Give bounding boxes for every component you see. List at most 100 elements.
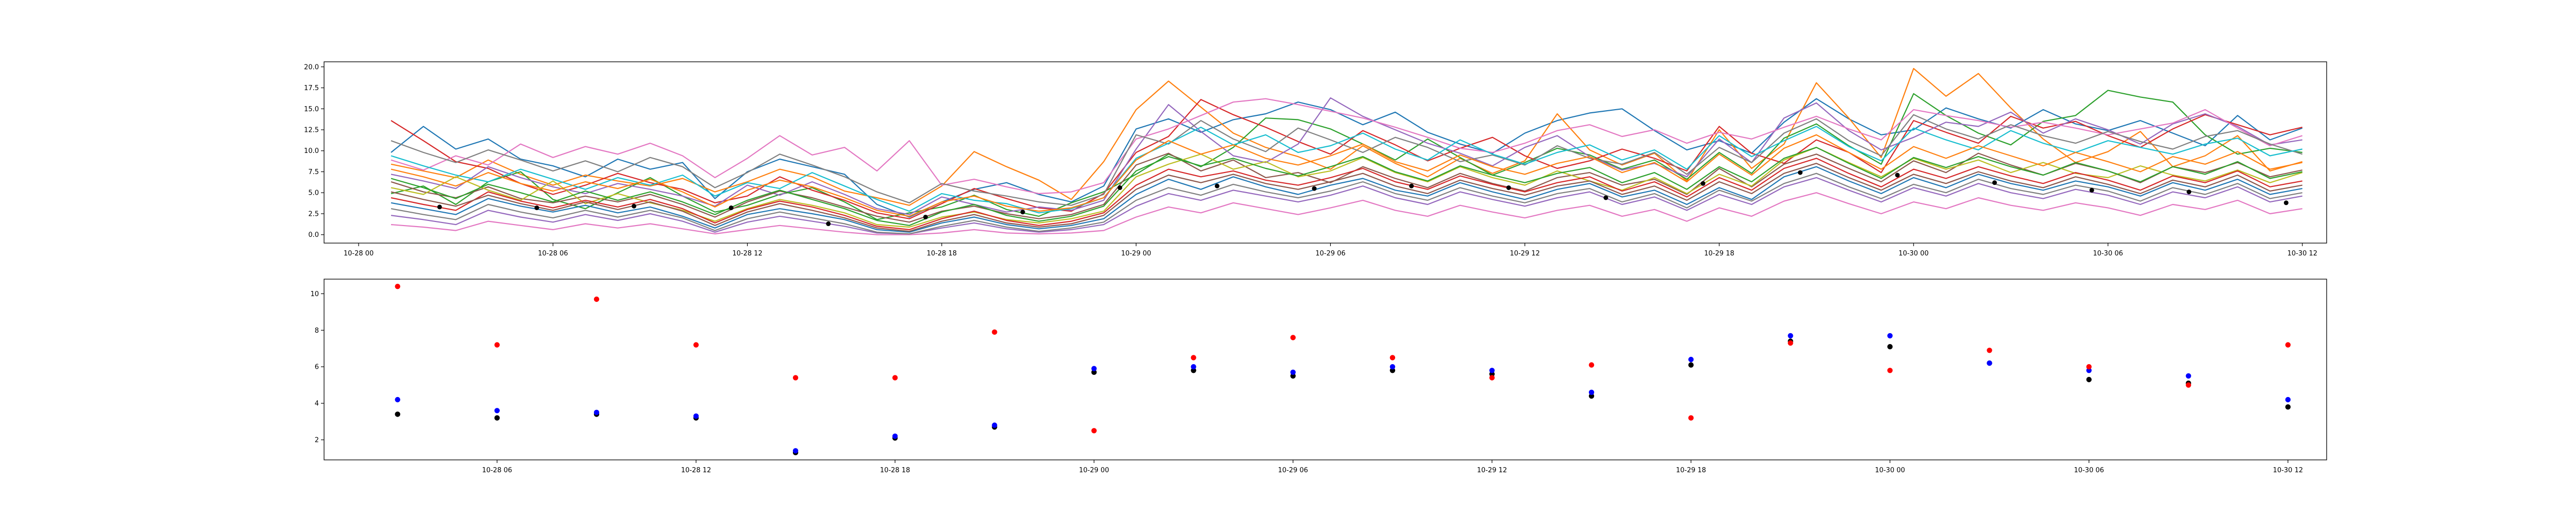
- x-tick-label: 10-28 18: [880, 467, 910, 474]
- series-line-4: [391, 99, 2303, 219]
- series-line-9: [391, 147, 2303, 228]
- blue-scatter-point: [892, 433, 898, 439]
- blue-scatter-point: [1191, 364, 1196, 370]
- red-scatter-point: [395, 283, 400, 289]
- series-line-14: [391, 158, 2302, 230]
- x-tick-label: 10-29 18: [1676, 467, 1706, 474]
- red-scatter-point: [792, 375, 799, 381]
- scatter-comparison-plot: 10-28 06 10-28 12 10-28 18 10-29 00 10-29 06…: [310, 279, 2327, 474]
- x-tick-label: 10-28 06: [538, 250, 568, 258]
- black-marker-point: [534, 205, 539, 211]
- red-scatter-point: [992, 329, 997, 335]
- x-tick-label: 10-30 12: [2273, 467, 2303, 474]
- y-axis-ticks: 0.0 2.5 5.0 7.5 10.0 12.5 15.0 17.5 20.0: [304, 63, 324, 239]
- black-marker-point: [1506, 185, 1511, 190]
- series-line-15: [391, 177, 2302, 235]
- black-marker-point: [1895, 173, 1900, 178]
- x-tick-label: 10-29 00: [1121, 250, 1151, 258]
- red-scatter-point: [1588, 362, 1595, 368]
- black-marker-point: [2283, 200, 2289, 205]
- x-tick-label: 10-29 12: [1477, 467, 1507, 474]
- x-tick-label: 10-30 00: [1899, 250, 1928, 258]
- blue-scatter-point: [693, 413, 699, 419]
- blue-scatter-point: [2185, 373, 2191, 379]
- top-axes-frame: [324, 61, 2327, 244]
- y-tick-label: 5.0: [308, 190, 319, 197]
- blue-scatter-point: [1290, 369, 1296, 375]
- red-scatter-point: [1788, 340, 1793, 346]
- y-tick-label: 2.5: [308, 210, 319, 218]
- blue-scatter-point: [1489, 368, 1495, 373]
- black-scatter-point: [1887, 344, 1893, 350]
- series-lines: [391, 67, 2303, 235]
- blue-scatter-point: [594, 409, 600, 416]
- black-marker-points: [437, 170, 2289, 227]
- red-scatter-point: [1987, 348, 1992, 353]
- blue-scatter-point: [1389, 364, 1396, 370]
- red-scatter-point: [693, 342, 699, 348]
- red-scatter-point: [1191, 355, 1196, 360]
- black-marker-point: [1020, 210, 1025, 215]
- red-scatter-point: [2086, 364, 2092, 370]
- black-marker-point: [632, 203, 637, 209]
- black-marker-point: [923, 214, 928, 219]
- x-tick-label: 10-30 06: [2093, 250, 2123, 258]
- red-scatter-point: [1389, 355, 1396, 360]
- black-marker-point: [728, 205, 734, 211]
- y-tick-label: 15.0: [304, 106, 319, 113]
- series-line-2: [391, 67, 2303, 206]
- series-line-17: [391, 192, 2302, 235]
- blue-scatter-point: [992, 422, 997, 428]
- y-tick-label: 2: [315, 437, 319, 444]
- red-scatter-point: [1887, 368, 1893, 373]
- red-scatter-point: [494, 342, 500, 348]
- blue-scatter-point: [1788, 333, 1793, 339]
- x-tick-label: 10-28 00: [344, 250, 374, 258]
- x-axis-ticks: 10-28 06 10-28 12 10-28 18 10-29 00 10-29 06…: [482, 460, 2303, 474]
- blue-scatter-point: [1987, 360, 1992, 366]
- blue-scatter-point: [395, 397, 400, 403]
- y-tick-label: 4: [315, 400, 319, 408]
- x-tick-label: 10-30 12: [2287, 250, 2317, 258]
- y-tick-label: 7.5: [308, 168, 319, 176]
- blue-scatter-point: [792, 448, 799, 454]
- scatter-points: [395, 283, 2291, 456]
- series-line-6: [391, 152, 2303, 223]
- red-scatter-point: [2185, 382, 2191, 388]
- x-tick-label: 10-29 00: [1079, 467, 1109, 474]
- x-tick-label: 10-30 00: [1875, 467, 1905, 474]
- black-scatter-point: [2285, 404, 2291, 410]
- red-scatter-point: [594, 296, 600, 302]
- black-marker-point: [1214, 183, 1219, 188]
- y-tick-label: 6: [315, 364, 319, 371]
- blue-scatter-point: [1887, 333, 1893, 339]
- black-marker-point: [2187, 190, 2192, 195]
- blue-scatter-point: [1688, 356, 1694, 363]
- y-tick-label: 10.0: [304, 147, 319, 155]
- series-line-13: [391, 147, 2303, 226]
- y-axis-ticks: 2 4 6 8 10: [310, 290, 324, 444]
- x-tick-label: 10-28 06: [482, 467, 512, 474]
- black-marker-point: [1701, 181, 1706, 186]
- red-scatter-point: [1091, 428, 1097, 434]
- y-tick-label: 17.5: [304, 84, 319, 92]
- series-line-7: [391, 98, 2303, 194]
- series-line-12: [391, 134, 2303, 217]
- black-marker-point: [1117, 185, 1123, 190]
- y-tick-label: 12.5: [304, 127, 319, 134]
- x-tick-label: 10-28 18: [927, 250, 957, 258]
- series-line-18: [391, 173, 2302, 235]
- x-tick-label: 10-28 12: [732, 250, 762, 258]
- red-scatter-point: [1489, 375, 1495, 381]
- series-line-8: [391, 114, 2303, 206]
- black-marker-point: [1992, 180, 1997, 185]
- y-tick-label: 0.0: [308, 231, 319, 239]
- black-marker-point: [826, 221, 831, 227]
- series-line-16: [391, 163, 2302, 232]
- y-tick-label: 10: [310, 290, 319, 298]
- red-scatter-point: [1688, 415, 1694, 421]
- blue-scatter-point: [1588, 389, 1595, 396]
- x-axis-ticks: 10-28 00 10-28 06 10-28 12 10-28 18 10-29 00…: [344, 243, 2317, 258]
- time-series-line-plot: 10-28 00 10-28 06 10-28 12 10-28 18 10-29 00…: [304, 61, 2327, 258]
